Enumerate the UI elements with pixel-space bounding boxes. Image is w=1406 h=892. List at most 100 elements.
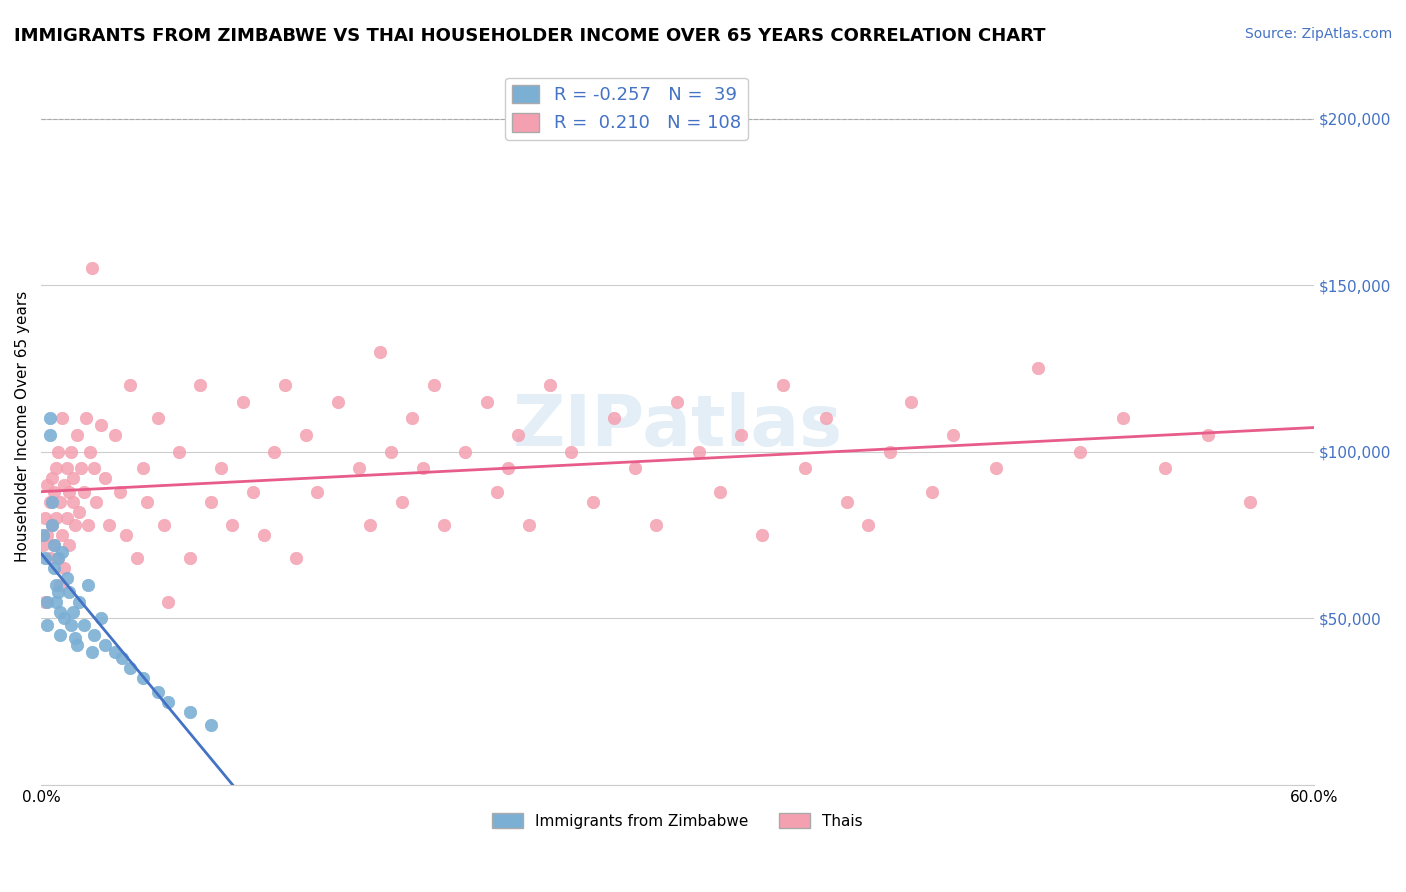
Point [38,411,60,425]
Point [132,672,155,686]
Point [263,445,285,459]
Point [79,445,101,459]
Point [98,518,121,533]
Point [709,484,731,499]
Point [34,511,56,525]
Point [359,518,381,533]
Point [62,495,84,509]
Point [793,461,815,475]
Point [63,518,86,533]
Point [858,518,880,533]
Point [401,411,423,425]
Point [153,518,176,533]
Point [120,378,142,392]
Point [157,695,180,709]
Point [412,461,434,475]
Point [496,461,519,475]
Point [136,495,159,509]
Point [34,595,56,609]
Point [37,595,59,609]
Point [41,518,63,533]
Point [200,495,222,509]
Point [454,445,477,459]
Point [37,528,59,542]
Point [242,484,264,499]
Point [49,578,72,592]
Point [32,538,55,552]
Point [75,411,97,425]
Point [508,428,530,442]
Point [46,584,69,599]
Point [104,645,127,659]
Point [58,584,80,599]
Point [38,428,60,442]
Point [58,484,80,499]
Point [751,528,773,542]
Text: IMMIGRANTS FROM ZIMBABWE VS THAI HOUSEHOLDER INCOME OVER 65 YEARS CORRELATION CH: IMMIGRANTS FROM ZIMBABWE VS THAI HOUSEHO… [14,27,1046,45]
Point [837,495,859,509]
Point [80,261,103,276]
Point [37,478,59,492]
Point [76,518,98,533]
Point [517,518,540,533]
Point [1069,445,1091,459]
Point [879,445,901,459]
Point [41,518,63,533]
Point [42,538,65,552]
Point [70,461,93,475]
Point [41,471,63,485]
Point [688,445,710,459]
Point [232,394,254,409]
Point [295,428,318,442]
Point [108,484,131,499]
Point [51,411,73,425]
Point [93,638,115,652]
Point [72,618,94,632]
Point [326,394,349,409]
Point [1239,495,1261,509]
Point [486,484,509,499]
Point [63,632,86,646]
Point [34,551,56,566]
Point [984,461,1007,475]
Point [146,411,169,425]
Point [274,378,297,392]
Point [89,611,111,625]
Point [46,551,69,566]
Point [42,538,65,552]
Point [67,595,90,609]
Point [146,685,169,699]
Point [93,471,115,485]
Point [58,538,80,552]
Point [38,551,60,566]
Point [209,461,232,475]
Point [45,461,67,475]
Point [942,428,965,442]
Point [1112,411,1135,425]
Point [624,461,647,475]
Point [1197,428,1219,442]
Point [38,495,60,509]
Point [422,378,444,392]
Point [921,484,943,499]
Point [349,461,371,475]
Point [37,618,59,632]
Point [645,518,668,533]
Point [55,461,77,475]
Point [83,461,105,475]
Point [125,551,148,566]
Point [560,445,582,459]
Point [221,518,243,533]
Point [62,605,84,619]
Point [59,618,82,632]
Point [32,528,55,542]
Point [84,495,107,509]
Point [45,595,67,609]
Point [76,578,98,592]
Point [666,394,689,409]
Point [49,605,72,619]
Point [55,511,77,525]
Point [603,411,626,425]
Point [179,551,201,566]
Point [253,528,276,542]
